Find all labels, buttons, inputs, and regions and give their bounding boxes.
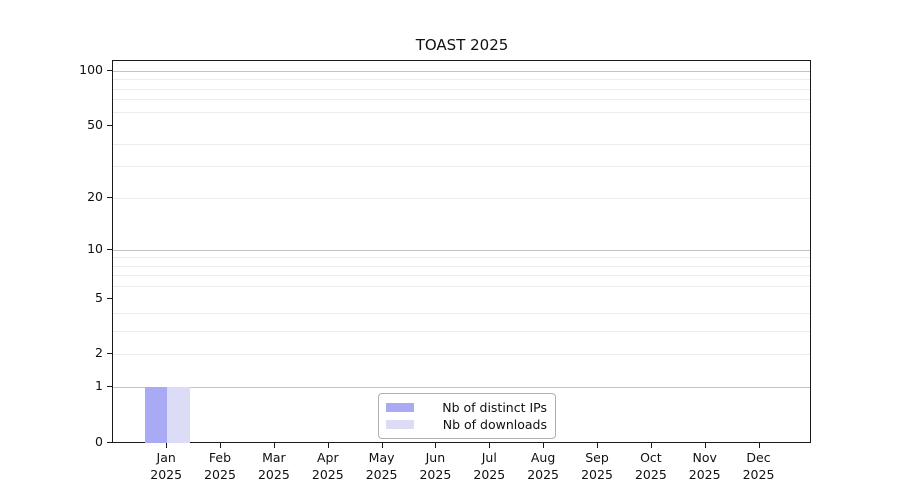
y-tick-label: 5 <box>95 289 103 305</box>
x-tick-label: May 2025 <box>352 450 412 483</box>
x-tick-label-year: 2025 <box>742 466 775 482</box>
y-axis-tick <box>107 196 112 198</box>
x-tick-label-year: 2025 <box>688 466 721 482</box>
legend-swatch <box>386 419 414 430</box>
x-tick-label: Jun 2025 <box>405 450 465 483</box>
x-tick-label-month: Feb <box>208 450 232 465</box>
x-tick-label-year: 2025 <box>527 466 559 482</box>
minor-gridline <box>113 143 810 145</box>
legend-entry: Nb of downloads <box>386 416 547 433</box>
x-tick-label: Oct 2025 <box>621 450 681 483</box>
minor-gridline <box>113 99 810 101</box>
y-tick-label: 20 <box>87 188 103 204</box>
minor-gridline <box>113 275 810 277</box>
x-tick-label-month: Sep <box>585 450 609 465</box>
x-tick-label-year: 2025 <box>150 466 183 482</box>
x-tick-label-year: 2025 <box>204 466 236 482</box>
x-tick-label-month: Dec <box>746 450 771 465</box>
y-axis-tick <box>107 70 112 71</box>
x-tick-label-year: 2025 <box>365 466 398 482</box>
x-axis-tick <box>489 443 491 448</box>
x-tick-label-year: 2025 <box>257 466 290 482</box>
legend: Nb of distinct IPs Nb of downloads <box>378 393 556 439</box>
y-tick-label: 0 <box>95 434 103 449</box>
x-tick-label: Mar 2025 <box>244 450 304 483</box>
x-axis-tick <box>435 443 437 448</box>
x-axis-tick <box>166 443 168 448</box>
y-tick-label: 50 <box>87 117 103 133</box>
x-tick-label: Nov 2025 <box>675 450 735 483</box>
x-tick-label: Aug 2025 <box>513 450 573 483</box>
minor-gridline <box>113 197 810 199</box>
plot-area <box>112 60 811 443</box>
y-tick-label: 2 <box>95 345 103 361</box>
y-axis-tick <box>107 297 112 299</box>
y-axis-tick <box>107 248 112 250</box>
major-gridline <box>113 71 810 72</box>
x-axis-tick <box>273 443 275 448</box>
legend-entry: Nb of distinct IPs <box>386 399 547 416</box>
x-tick-label-month: Jan <box>156 450 176 465</box>
x-axis-tick <box>381 443 383 448</box>
minor-gridline <box>113 79 810 81</box>
x-tick-label: Dec 2025 <box>729 450 789 483</box>
x-tick-label-year: 2025 <box>473 466 506 482</box>
major-gridline <box>113 249 810 251</box>
minor-gridline <box>113 111 810 113</box>
minor-gridline <box>113 265 810 267</box>
x-tick-label: Jan 2025 <box>136 450 196 483</box>
x-tick-label-month: Mar <box>262 450 286 465</box>
legend-entry-label: Nb of distinct IPs <box>442 400 547 415</box>
x-tick-label-year: 2025 <box>311 466 344 482</box>
x-axis-tick <box>758 443 760 448</box>
legend-entry-label: Nb of downloads <box>442 417 547 432</box>
minor-gridline <box>113 313 810 315</box>
x-axis-tick <box>704 443 706 448</box>
x-tick-label: Sep 2025 <box>567 450 627 483</box>
x-axis-tick <box>543 443 545 448</box>
legend-swatch <box>386 402 414 413</box>
bar-nb-of-distinct-ips <box>144 387 168 443</box>
y-tick-label: 1 <box>95 378 103 394</box>
x-tick-label-year: 2025 <box>419 466 452 482</box>
x-tick-label: Feb 2025 <box>190 450 250 483</box>
y-tick-label: 10 <box>87 240 103 256</box>
x-tick-label-month: May <box>368 450 395 465</box>
x-tick-label-month: Jun <box>425 450 446 465</box>
minor-gridline <box>113 286 810 288</box>
x-tick-label: Jul 2025 <box>459 450 519 483</box>
x-tick-label-year: 2025 <box>634 466 667 482</box>
minor-gridline <box>113 354 810 356</box>
y-axis-tick <box>107 442 112 443</box>
y-tick-label: 100 <box>79 62 103 77</box>
chart-title: TOAST 2025 <box>415 36 509 54</box>
x-tick-label-month: Nov <box>692 450 717 465</box>
bar-nb-of-downloads <box>167 387 190 443</box>
minor-gridline <box>113 88 810 90</box>
minor-gridline <box>113 166 810 168</box>
minor-gridline <box>113 257 810 259</box>
x-tick-label-month: Jul <box>481 450 497 465</box>
x-tick-label-month: Aug <box>530 450 556 465</box>
minor-gridline <box>113 331 810 333</box>
x-axis-tick <box>650 443 652 448</box>
x-tick-label: Apr 2025 <box>298 450 358 483</box>
x-axis-tick <box>327 443 329 448</box>
y-axis-tick <box>107 353 112 355</box>
x-tick-label-year: 2025 <box>581 466 613 482</box>
x-tick-label-month: Oct <box>640 450 662 465</box>
y-axis-tick <box>107 386 112 388</box>
x-axis-tick <box>597 443 598 448</box>
x-axis-tick <box>220 443 221 448</box>
y-axis-tick <box>107 125 112 127</box>
major-gridline <box>113 387 810 389</box>
x-tick-label-month: Apr <box>316 450 339 465</box>
